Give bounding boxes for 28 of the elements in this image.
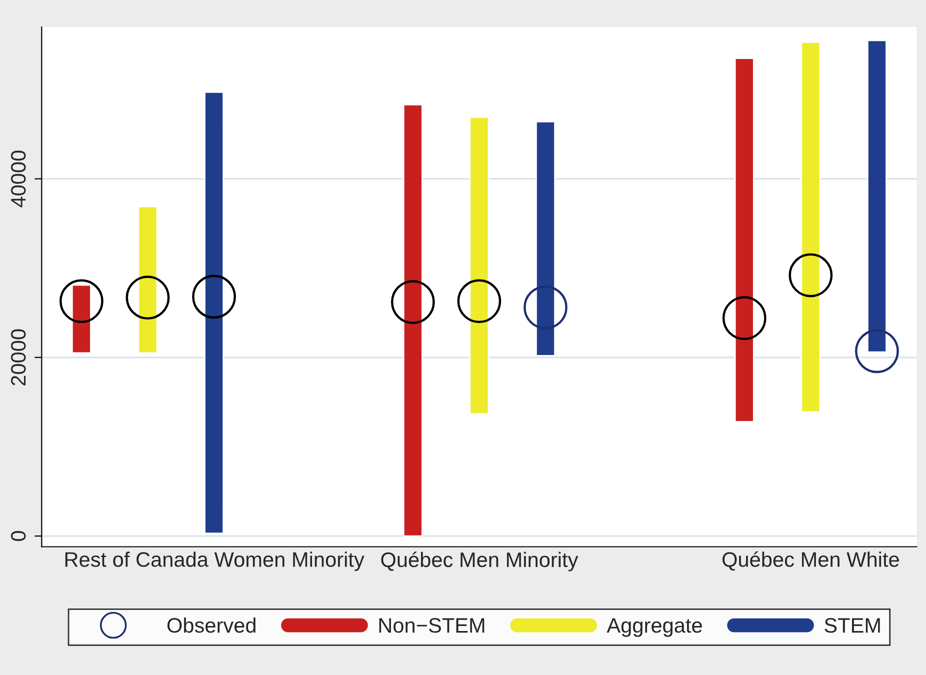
point xyxy=(524,285,568,330)
legend-label: Aggregate xyxy=(606,618,702,637)
bar xyxy=(402,104,423,537)
bar xyxy=(536,120,556,356)
point xyxy=(722,296,766,340)
bar xyxy=(866,40,887,353)
point xyxy=(192,274,236,319)
x-tick-label: Rest of Canada Women Minority xyxy=(65,552,364,572)
bar xyxy=(734,58,754,422)
y-tick-label: 0 xyxy=(10,531,26,542)
point xyxy=(126,276,170,320)
legend-label: Observed xyxy=(167,617,256,633)
point xyxy=(457,279,502,324)
point xyxy=(60,279,104,324)
y-tick-label: 20000 xyxy=(10,329,26,386)
x-tick-label: Québec Men Minority xyxy=(381,552,578,572)
bar xyxy=(469,116,490,414)
y-tick-label: 40000 xyxy=(10,150,26,208)
point xyxy=(788,253,833,298)
bar xyxy=(800,41,821,413)
bar xyxy=(204,91,224,534)
point xyxy=(855,329,899,374)
bar xyxy=(71,284,92,354)
legend-label: STEM xyxy=(824,618,880,633)
bar xyxy=(138,206,158,354)
legend-label: Non−STEM xyxy=(379,618,484,633)
x-tick-label: Québec Men White xyxy=(722,551,899,571)
point xyxy=(390,280,435,324)
